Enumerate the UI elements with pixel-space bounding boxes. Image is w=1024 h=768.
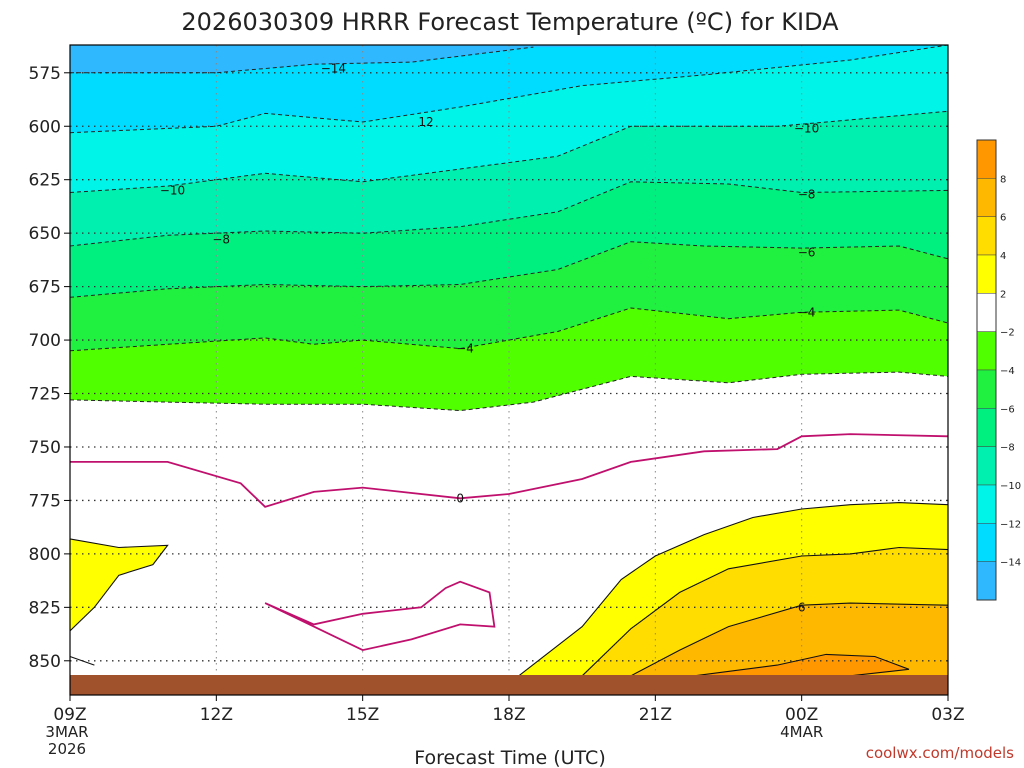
x-tick-label: 12Z [200,705,233,725]
x-tick-label: 18Z [492,705,525,725]
contour-label: −8 [798,188,816,202]
colorbar-label: 6 [1000,213,1006,224]
x-tick-label: 21Z [639,705,672,725]
colorbar-label: 4 [1000,251,1006,262]
isotherm-line [69,371,949,412]
colorbar-label: −14 [1000,558,1021,569]
colorbar: −14 −12 −10 −8 −6 −4 −2 2 4 6 8 [976,139,1021,601]
contour-label: −6 [798,245,816,259]
isotherm-line [264,580,496,652]
contour-label: −4 [798,305,816,319]
isotherm-line [581,546,949,677]
colorbar-label: −4 [1000,366,1015,377]
contour-label: −14 [321,62,346,76]
x-tick-label: 00Z [785,705,818,725]
isotherm-line [69,110,949,193]
colorbar-segment [976,139,997,179]
isotherm-line [69,241,949,298]
isotherm-line [694,653,910,677]
isotherm-line [69,181,949,247]
colorbar-label: 8 [1000,174,1006,185]
colorbar-segment [976,293,997,332]
colorbar-label: −10 [1000,481,1021,492]
isotherm-line [69,307,949,352]
colorbar-frame [976,139,997,601]
x-axis-label: Forecast Time (UTC) [414,747,605,768]
colorbar-label: −8 [1000,443,1015,454]
colorbar-segment [976,254,997,294]
y-tick-label: 625 [29,171,61,191]
x-tick-label: 09Z [53,705,86,725]
isotherm-line [70,433,949,508]
isotherm-line [518,502,949,677]
y-tick-label: 775 [29,491,61,511]
colorbar-segment [976,523,997,562]
colorbar-label: −6 [1000,404,1015,415]
colorbar-label: −12 [1000,519,1021,530]
y-tick-label: 650 [29,224,61,244]
y-tick-label: 825 [29,598,61,618]
x-tick-label: 03Z [931,705,964,725]
contour-label: −4 [456,342,474,356]
x-tick-label: 15Z [346,705,379,725]
band-fill [70,538,168,631]
isotherm-line [69,538,169,632]
colorbar-label: −2 [1000,328,1015,339]
y-tick-label: 700 [29,331,61,351]
contour-label: −10 [794,121,819,135]
contour-label: 6 [798,600,806,614]
contour-label: 12 [418,115,433,129]
contour-label: −8 [212,233,230,247]
x-tick-sublabel: 3MAR [45,723,88,741]
colorbar-segment [976,331,997,371]
isotherm-layer [69,44,949,677]
y-tick-label: 750 [29,438,61,458]
grid-layer [69,45,949,695]
isotherm-line [69,655,95,666]
contour-label-layer: −14 12 −10 −10 −8 −8 −6 −4 −4 0 6 [160,62,819,615]
y-tick-label: 725 [29,385,61,405]
contour-label: −10 [160,183,185,197]
colorbar-segment [976,408,997,447]
y-tick-label: 600 [29,117,61,137]
colorbar-segment [976,216,997,256]
y-tick-label: 575 [29,64,61,84]
colorbar-segment [976,446,997,486]
y-tick-label: 850 [29,652,61,672]
terrain-band [70,675,948,695]
y-tick-label: 800 [29,545,61,565]
x-tick-sublabel: 2026 [48,740,86,758]
credit-text: coolwx.com/models [866,744,1014,762]
colorbar-segment [976,369,997,409]
y-axis: 575 600 625 650 675 700 725 750 775 800 825 850 [29,64,70,672]
colorbar-label: 2 [1000,289,1006,300]
isotherm-line [630,602,949,677]
colorbar-segment [976,484,997,524]
colorbar-segment [976,561,997,601]
colorbar-segment [976,178,997,217]
chart-title: 2026030309 HRRR Forecast Temperature (ºC… [181,8,839,36]
plot-area: −14 12 −10 −10 −8 −8 −6 −4 −4 0 6 [69,44,949,696]
y-tick-label: 675 [29,278,61,298]
x-tick-sublabel: 4MAR [780,723,823,741]
isotherm-line [69,44,949,134]
contour-label: 0 [456,491,464,505]
